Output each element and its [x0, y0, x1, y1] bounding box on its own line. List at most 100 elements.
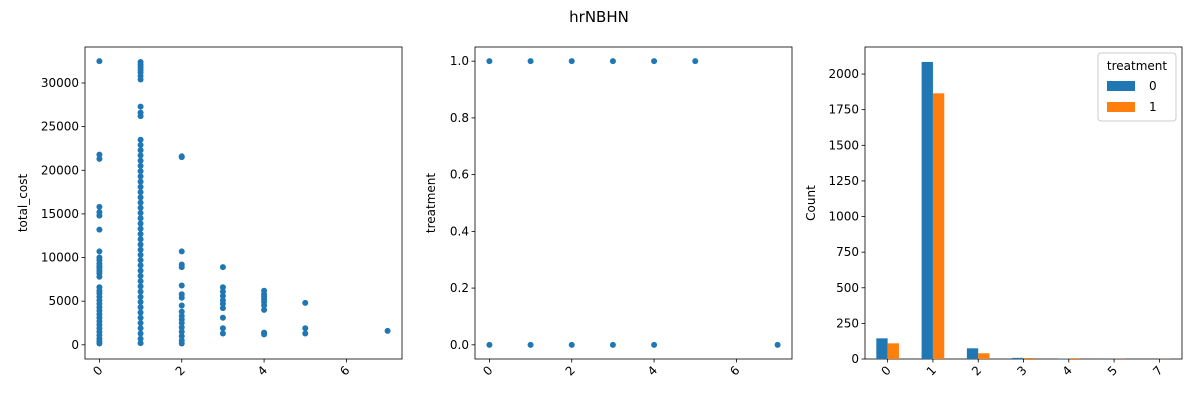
x-tick-label: 0 [878, 363, 893, 378]
y-tick-label: 0.4 [450, 224, 469, 238]
y-tick-label: 1.0 [450, 54, 469, 68]
x-tick-label: 4 [255, 363, 270, 378]
data-point [178, 340, 185, 347]
data-point [384, 327, 391, 334]
data-point [137, 136, 144, 143]
data-point [137, 314, 144, 321]
y-tick-label: 30000 [41, 76, 79, 90]
data-point [486, 58, 493, 65]
bar-series-0-2 [966, 348, 979, 359]
data-point [219, 264, 226, 271]
data-point [137, 236, 144, 243]
data-point [219, 292, 226, 299]
y-tick-label: 1250 [828, 174, 859, 188]
data-point [178, 302, 185, 309]
data-point [568, 341, 575, 348]
data-point [178, 154, 185, 161]
data-point [96, 212, 103, 219]
data-point [137, 278, 144, 285]
data-point [137, 251, 144, 258]
y-axis-label: total_cost [16, 174, 30, 233]
x-tick-label: 5 [1105, 363, 1120, 378]
y-tick-label: 5000 [48, 294, 79, 308]
data-point [137, 257, 144, 264]
data-point [96, 248, 103, 255]
x-tick-label: 7 [1150, 363, 1165, 378]
legend-swatch-1 [1107, 102, 1135, 112]
data-point [609, 58, 616, 65]
data-point [302, 299, 309, 306]
data-point [137, 288, 144, 295]
data-point [96, 203, 103, 210]
y-tick-label: 0 [71, 338, 79, 352]
data-point [651, 58, 658, 65]
y-tick-label: 500 [836, 281, 859, 295]
x-tick-label: 1 [924, 363, 939, 378]
y-tick-label: 1750 [828, 103, 859, 117]
data-point [137, 293, 144, 300]
data-point [137, 220, 144, 227]
y-tick-label: 0.8 [450, 111, 469, 125]
data-point [137, 173, 144, 180]
y-tick-label: 1500 [828, 138, 859, 152]
data-point [261, 306, 268, 313]
y-tick-label: 2000 [828, 67, 859, 81]
data-point [137, 299, 144, 306]
data-point [96, 155, 103, 162]
axes-panel-2: 0.0 0.2 0.4 0.6 0.8 1.0 0 2 4 6 treatment [424, 46, 793, 379]
data-point [219, 325, 226, 332]
y-tick-label: 25000 [41, 120, 79, 134]
data-point [178, 328, 185, 335]
legend-title: treatment [1107, 59, 1167, 73]
y-tick-label: 20000 [41, 163, 79, 177]
data-point [137, 76, 144, 83]
data-point [137, 230, 144, 237]
data-point [96, 58, 103, 65]
data-point [219, 305, 226, 312]
bar-series-1-1 [932, 93, 945, 360]
legend-label-0: 0 [1149, 79, 1157, 93]
data-point [261, 331, 268, 338]
data-point [137, 162, 144, 169]
data-point [178, 308, 185, 315]
data-point [527, 341, 534, 348]
data-point [178, 320, 185, 326]
data-point [137, 141, 144, 148]
data-point [137, 309, 144, 316]
data-point [219, 288, 226, 295]
bar-series-1-2 [978, 353, 990, 359]
data-point [137, 330, 144, 337]
data-point [219, 300, 226, 307]
bar-series-0-0 [876, 338, 888, 359]
data-point [651, 341, 658, 348]
y-tick-label: 0.2 [450, 281, 469, 295]
data-point [96, 151, 103, 158]
y-tick-label: 0.0 [450, 338, 469, 352]
legend-label-1: 1 [1149, 100, 1157, 114]
legend-swatch-0 [1107, 81, 1135, 91]
axes-frame [474, 46, 793, 360]
data-point [774, 341, 781, 348]
bar-series-0-3 [1012, 357, 1024, 359]
data-point [137, 262, 144, 269]
figure-title: hrNBHN [569, 8, 629, 26]
data-point [137, 199, 144, 206]
data-point [219, 314, 226, 321]
x-tick-label: 4 [1060, 363, 1075, 378]
data-point [527, 58, 534, 65]
data-point [609, 341, 616, 348]
data-point [137, 340, 144, 347]
data-point [137, 267, 144, 274]
data-point [137, 210, 144, 217]
x-tick-label: 2 [563, 363, 578, 378]
data-point [137, 215, 144, 222]
data-point [486, 341, 493, 348]
data-point [137, 103, 144, 110]
data-point [137, 189, 144, 196]
data-point [178, 294, 185, 301]
y-tick-label: 750 [836, 245, 859, 259]
data-point [137, 157, 144, 164]
data-point [96, 226, 103, 233]
